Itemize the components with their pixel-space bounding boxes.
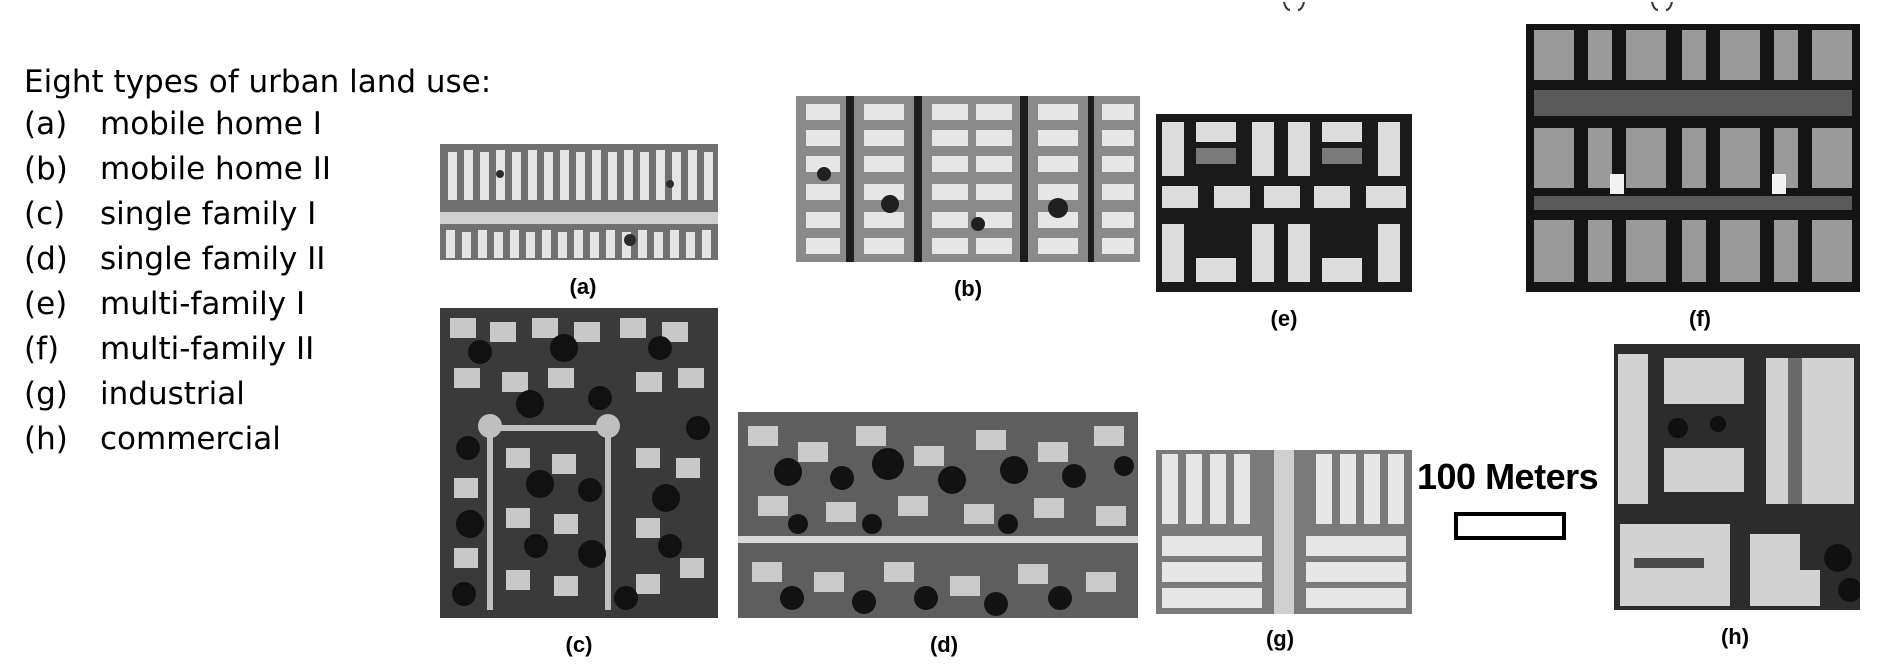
- legend-item: (h) commercial: [24, 417, 491, 462]
- caption-c: (c): [566, 632, 593, 658]
- legend-item: (d) single family II: [24, 237, 491, 282]
- legend-item: (c) single family I: [24, 192, 491, 237]
- aerial-image-e-multi-family-i: [1156, 114, 1412, 292]
- legend-item: (f) multi-family II: [24, 327, 491, 372]
- legend-code: (d): [24, 237, 100, 282]
- aerial-image-c-single-family-i: [440, 308, 718, 618]
- aerial-image-d-single-family-ii: [738, 412, 1138, 618]
- caption-d: (d): [930, 632, 958, 658]
- caption-g: (g): [1266, 626, 1294, 652]
- legend-item: (a) mobile home I: [24, 102, 491, 147]
- legend-label: industrial: [100, 372, 245, 417]
- scale-bar: [1454, 512, 1566, 540]
- legend-code: (h): [24, 417, 100, 462]
- legend-label: mobile home II: [100, 147, 331, 192]
- caption-e: (e): [1271, 306, 1298, 332]
- caption-b: (b): [954, 276, 982, 302]
- aerial-image-a-mobile-home-i: [440, 144, 718, 260]
- caption-h: (h): [1721, 624, 1749, 650]
- legend-code: (b): [24, 147, 100, 192]
- legend-code: (g): [24, 372, 100, 417]
- caption-a: (a): [570, 274, 597, 300]
- legend-title: Eight types of urban land use:: [24, 64, 491, 100]
- land-use-legend: Eight types of urban land use: (a) mobile…: [24, 64, 491, 462]
- legend-label: mobile home I: [100, 102, 322, 147]
- aerial-image-g-industrial: [1156, 450, 1412, 614]
- legend-label: multi-family I: [100, 282, 305, 327]
- legend-label: commercial: [100, 417, 281, 462]
- aerial-image-f-multi-family-ii: [1526, 24, 1860, 292]
- legend-label: single family I: [100, 192, 316, 237]
- cropped-caption-fragment: [1648, 2, 1676, 12]
- legend-code: (f): [24, 327, 100, 372]
- caption-f: (f): [1689, 306, 1711, 332]
- legend-item: (b) mobile home II: [24, 147, 491, 192]
- legend-label: single family II: [100, 237, 325, 282]
- legend-label: multi-family II: [100, 327, 314, 372]
- legend-code: (c): [24, 192, 100, 237]
- cropped-caption-fragment: [1280, 2, 1308, 12]
- legend-item: (g) industrial: [24, 372, 491, 417]
- legend-item: (e) multi-family I: [24, 282, 491, 327]
- legend-code: (a): [24, 102, 100, 147]
- legend-code: (e): [24, 282, 100, 327]
- aerial-image-h-commercial: [1614, 344, 1860, 610]
- scale-label: 100 Meters: [1417, 456, 1598, 498]
- aerial-image-b-mobile-home-ii: [796, 96, 1140, 262]
